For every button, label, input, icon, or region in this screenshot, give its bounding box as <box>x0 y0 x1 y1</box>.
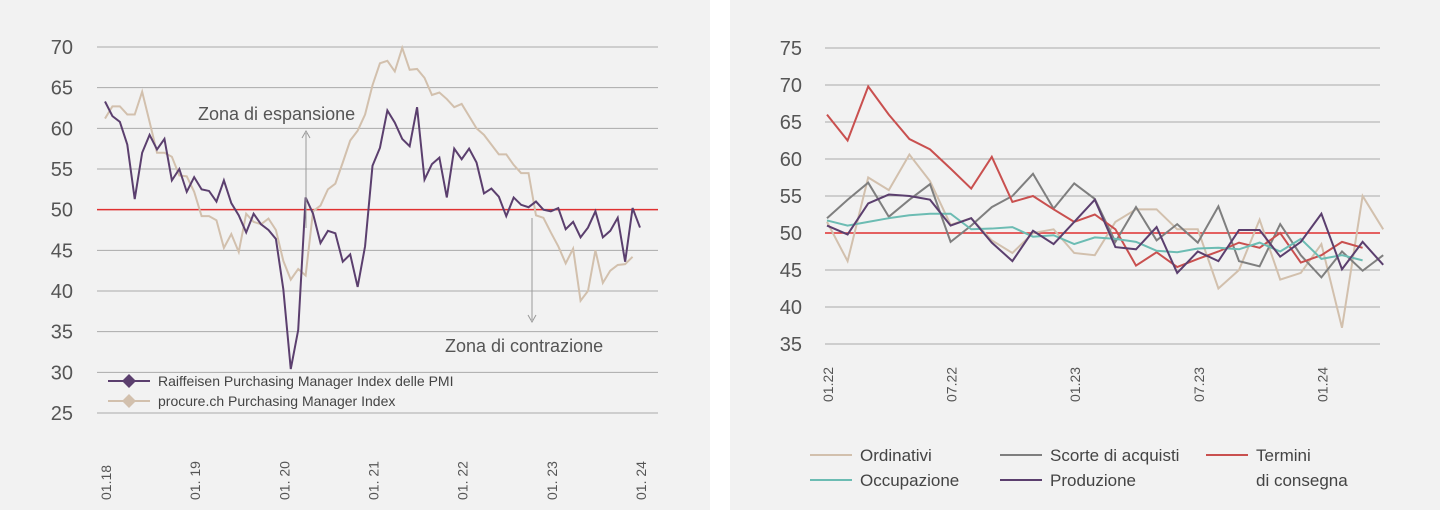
series-line <box>104 44 634 304</box>
series-line <box>104 101 641 370</box>
legend-label: Raiffeisen Purchasing Manager Index dell… <box>158 373 453 389</box>
y-tick-label: 55 <box>51 159 73 181</box>
x-tick-label: 01.22 <box>820 367 836 402</box>
x-tick-label: 01.18 <box>98 465 114 500</box>
right-chart-panel: 35 40 45 50 55 60 65 70 75 01.22 07.22 01.23 07.23 01… <box>730 0 1440 510</box>
left-chart-panel: 25 30 35 40 45 50 55 60 65 70 01.18 01. 19 01. 20 01.… <box>0 0 710 510</box>
y-tick-label: 35 <box>780 334 802 356</box>
series-line <box>826 152 1385 328</box>
x-tick-label: 01. 24 <box>633 461 649 500</box>
legend-diamond-icon <box>122 374 136 388</box>
legend-label: Ordinativi <box>860 446 932 465</box>
legend-label: Occupazione <box>860 471 959 490</box>
y-tick-label: 65 <box>51 78 73 100</box>
x-tick-label: 01. 22 <box>455 461 471 500</box>
y-tick-label: 55 <box>780 186 802 208</box>
x-tick-label: 07.23 <box>1191 367 1207 402</box>
legend-label: Produzione <box>1050 471 1136 490</box>
y-tick-label: 35 <box>51 322 73 344</box>
y-tick-label: 25 <box>51 403 73 425</box>
y-tick-label: 40 <box>51 281 73 303</box>
arrow-up-icon <box>301 129 311 139</box>
x-tick-label: 01. 20 <box>276 461 292 500</box>
x-tick-label: 01. 21 <box>366 461 382 500</box>
pmi-chart: 25 30 35 40 45 50 55 60 65 70 01.18 01. 19 01. 20 01.… <box>51 37 658 500</box>
annotation-contraction: Zona di contrazione <box>445 336 603 356</box>
series-line <box>826 172 1384 279</box>
x-tick-label: 07.22 <box>944 367 960 402</box>
x-tick-label: 01. 23 <box>544 461 560 500</box>
y-tick-label: 60 <box>780 149 802 171</box>
x-tick-label: 01. 19 <box>187 461 203 500</box>
x-tick-label: 01.24 <box>1314 367 1330 402</box>
y-tick-label: 40 <box>780 297 802 319</box>
y-tick-label: 45 <box>51 240 73 262</box>
subindex-chart: 35 40 45 50 55 60 65 70 75 01.22 07.22 01.23 07.23 01… <box>780 38 1385 490</box>
arrow-down-icon <box>527 314 537 324</box>
y-tick-label: 30 <box>51 362 73 384</box>
annotation-expansion: Zona di espansione <box>198 104 355 124</box>
y-tick-label: 60 <box>51 118 73 140</box>
y-tick-label: 65 <box>780 112 802 134</box>
y-tick-label: 75 <box>780 38 802 60</box>
legend-diamond-icon <box>122 394 136 408</box>
y-tick-label: 70 <box>780 75 802 97</box>
y-tick-label: 70 <box>51 37 73 59</box>
y-tick-label: 50 <box>780 223 802 245</box>
legend-label: Scorte di acquisti <box>1050 446 1179 465</box>
series-line <box>826 84 1363 269</box>
legend-label: Termini <box>1256 446 1311 465</box>
legend-label: di consegna <box>1256 471 1348 490</box>
y-tick-label: 45 <box>780 260 802 282</box>
series-line <box>826 193 1384 275</box>
y-tick-label: 50 <box>51 200 73 222</box>
legend-label: procure.ch Purchasing Manager Index <box>158 393 395 409</box>
x-tick-label: 01.23 <box>1067 367 1083 402</box>
